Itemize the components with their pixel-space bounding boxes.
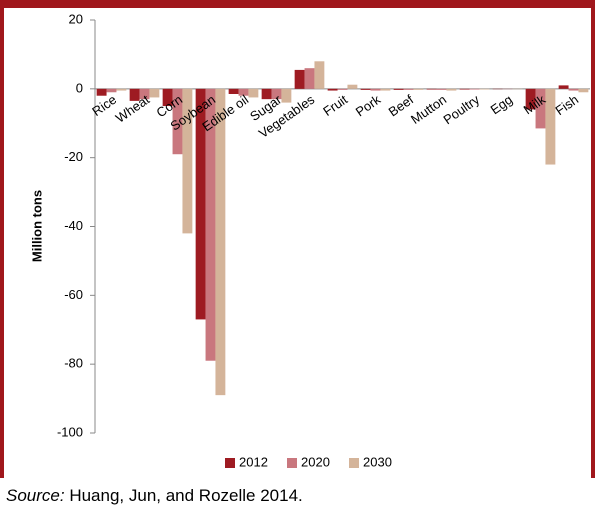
bar (327, 88, 338, 91)
bar (446, 88, 457, 91)
legend-swatch (349, 458, 359, 468)
legend-swatch (287, 458, 297, 468)
bar (139, 88, 150, 100)
y-tick-label: 20 (69, 11, 83, 26)
bar (535, 88, 546, 129)
frame-left (0, 0, 4, 478)
bar (370, 88, 381, 91)
frame-right (591, 0, 595, 478)
bar (469, 88, 480, 90)
bar (360, 88, 371, 90)
legend-label: 2012 (239, 454, 268, 469)
y-tick-label: -80 (64, 356, 83, 371)
bar (314, 61, 325, 89)
legend-swatch (225, 458, 235, 468)
legend-label: 2020 (301, 454, 330, 469)
y-tick-label: -60 (64, 287, 83, 302)
source-text: Huang, Jun, and Rozelle 2014. (69, 486, 302, 505)
bar (413, 88, 424, 90)
bar (129, 88, 140, 101)
bar (205, 88, 216, 361)
legend-label: 2030 (363, 454, 392, 469)
bar (426, 88, 437, 90)
bar (459, 88, 470, 90)
bar (162, 88, 173, 107)
bar (337, 88, 348, 90)
source-note: Source: Huang, Jun, and Rozelle 2014. (6, 486, 303, 505)
bar (294, 69, 305, 89)
bar (347, 84, 358, 89)
bar (228, 88, 239, 94)
bar (248, 88, 259, 98)
y-tick-label: 0 (76, 80, 83, 95)
bar (525, 88, 536, 110)
bar (195, 88, 206, 320)
bar (380, 88, 391, 91)
bar (304, 68, 315, 89)
bar (149, 88, 160, 98)
bar (172, 88, 183, 155)
y-tick-label: -20 (64, 149, 83, 164)
bar (261, 88, 272, 100)
bar (106, 88, 117, 93)
bar (182, 88, 193, 234)
source-label: Source: (6, 486, 65, 505)
bar (215, 88, 226, 396)
bar (479, 88, 490, 90)
bar (393, 88, 404, 90)
bar (96, 88, 107, 96)
frame-top (0, 0, 595, 8)
bar (116, 88, 127, 91)
bar (545, 88, 556, 165)
y-tick-label: -40 (64, 218, 83, 233)
bar (238, 88, 249, 96)
bar (436, 88, 447, 90)
y-axis-title: Million tons (29, 190, 44, 262)
bar (578, 88, 589, 93)
bar (281, 88, 292, 103)
y-tick-label: -100 (57, 424, 83, 439)
bar (558, 85, 569, 89)
bar (568, 88, 579, 91)
bar (271, 88, 282, 100)
bar (403, 88, 414, 90)
